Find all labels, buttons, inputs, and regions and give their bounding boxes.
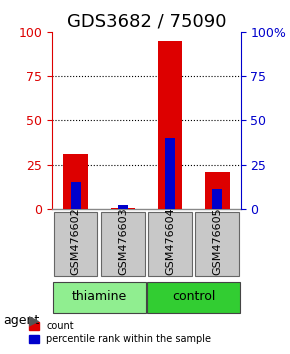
FancyBboxPatch shape [195, 212, 239, 276]
Bar [165, 138, 175, 209]
Text: GSM476604: GSM476604 [165, 207, 175, 275]
Bar [118, 205, 128, 209]
Bar [64, 154, 88, 209]
Text: GSM476605: GSM476605 [212, 207, 222, 275]
FancyBboxPatch shape [53, 282, 146, 313]
Legend: count, percentile rank within the sample: count, percentile rank within the sample [29, 321, 211, 344]
FancyBboxPatch shape [54, 212, 97, 276]
FancyBboxPatch shape [101, 212, 144, 276]
Text: GSM476602: GSM476602 [71, 207, 81, 275]
Title: GDS3682 / 75090: GDS3682 / 75090 [67, 12, 226, 30]
FancyBboxPatch shape [148, 212, 192, 276]
FancyBboxPatch shape [147, 282, 240, 313]
Text: GSM476603: GSM476603 [118, 207, 128, 275]
Text: agent: agent [3, 314, 39, 327]
Text: ▶: ▶ [29, 313, 40, 327]
Bar [205, 172, 229, 209]
Text: thiamine: thiamine [72, 290, 127, 303]
Bar [158, 41, 182, 209]
Bar [212, 189, 222, 209]
Bar [71, 182, 81, 209]
Bar [110, 208, 135, 209]
Text: control: control [172, 290, 215, 303]
